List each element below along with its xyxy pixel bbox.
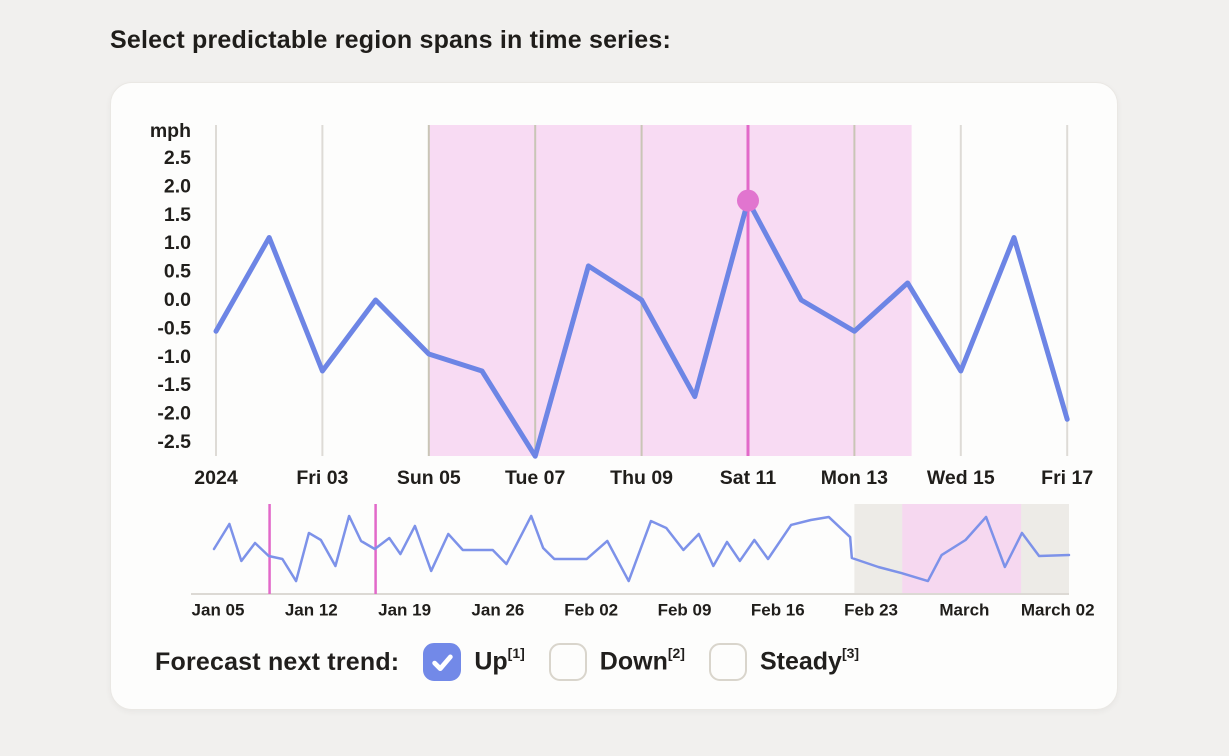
main-series-line [213, 198, 1070, 459]
overview-x-axis-label: Jan 05 [192, 601, 245, 620]
forecast-option-label: Up[1] [474, 645, 525, 676]
charts-canvas: mph 2.5 2.0 1.5 1.0 0.5 0.0 -0.5 -1.0 -1.5 -2.0 -2.… [150, 120, 1095, 620]
x-axis-label: 2024 [194, 467, 238, 489]
option-text: Down [599, 647, 668, 676]
checkbox-up[interactable] [423, 643, 462, 681]
chart-card: mph 2.5 2.0 1.5 1.0 0.5 0.0 -0.5 -1.0 -1.5 -2.0 -2.… [110, 82, 1118, 710]
y-axis-tick-label: 2.0 [164, 175, 191, 197]
x-axis-label: Mon 13 [821, 467, 888, 489]
overview-x-axis-label: Feb 16 [751, 601, 805, 620]
overview-x-axis-label: Jan 12 [285, 601, 338, 620]
x-axis-label: Fri 03 [296, 467, 348, 489]
forecast-label: Forecast next trend: [155, 647, 400, 676]
overview-x-axis-label: Feb 02 [564, 601, 618, 620]
overview-selected-region[interactable] [902, 504, 1022, 594]
y-axis-tick-label: -2.0 [157, 403, 191, 425]
forecast-option-label: Down[2] [599, 645, 685, 676]
x-axis-label: Thu 09 [610, 467, 673, 489]
y-axis-tick-label: 2.5 [164, 147, 191, 169]
overview-x-axis-label: Jan 19 [378, 601, 431, 620]
y-axis-tick-label: 1.5 [164, 204, 191, 226]
option-text: Up [474, 647, 508, 676]
x-axis-label: Wed 15 [927, 467, 995, 489]
shortcut-badge: [2] [667, 645, 685, 662]
overview-x-axis-label: March 02 [1021, 601, 1095, 620]
checkbox-down[interactable] [548, 643, 587, 681]
overview-x-axis-label: Jan 26 [471, 601, 524, 620]
y-axis-tick-label: 0.0 [164, 289, 191, 311]
checkbox-steady[interactable] [708, 643, 747, 681]
shortcut-badge: [1] [507, 645, 525, 662]
y-axis-tick-label: -1.5 [157, 374, 191, 396]
forecast-option-down[interactable]: Down[2] [548, 643, 685, 681]
shortcut-badge: [3] [841, 645, 860, 662]
overview-x-axis-label: March [939, 601, 989, 620]
option-text: Steady [759, 647, 842, 676]
selected-point-marker[interactable] [737, 189, 759, 212]
x-axis-label: Tue 07 [505, 467, 565, 489]
overview-x-axis-label: Feb 23 [844, 601, 898, 620]
forecast-option-steady[interactable]: Steady[3] [708, 643, 860, 681]
overview-x-axis-label: Feb 09 [658, 601, 712, 620]
x-axis-label: Fri 17 [1041, 467, 1093, 489]
y-axis-tick-label: -0.5 [157, 317, 191, 339]
x-axis-label: Sat 11 [720, 467, 777, 489]
x-axis-label: Sun 05 [397, 467, 461, 489]
y-axis-unit-label: mph [150, 120, 191, 142]
checkmark-icon [432, 654, 453, 671]
y-axis-tick-label: -2.5 [157, 431, 191, 453]
page-title: Select predictable region spans in time … [110, 26, 671, 54]
y-axis-tick-label: -1.0 [157, 346, 191, 368]
forecast-option-label: Steady[3] [759, 645, 860, 676]
y-axis-tick-label: 0.5 [164, 261, 191, 283]
y-axis-tick-label: 1.0 [164, 232, 191, 254]
selected-region-highlight[interactable] [428, 125, 912, 456]
forecast-row: Forecast next trend: Up[1] Down[2] [155, 641, 859, 683]
overview-series-line [212, 514, 1071, 583]
forecast-option-up[interactable]: Up[1] [423, 643, 525, 681]
